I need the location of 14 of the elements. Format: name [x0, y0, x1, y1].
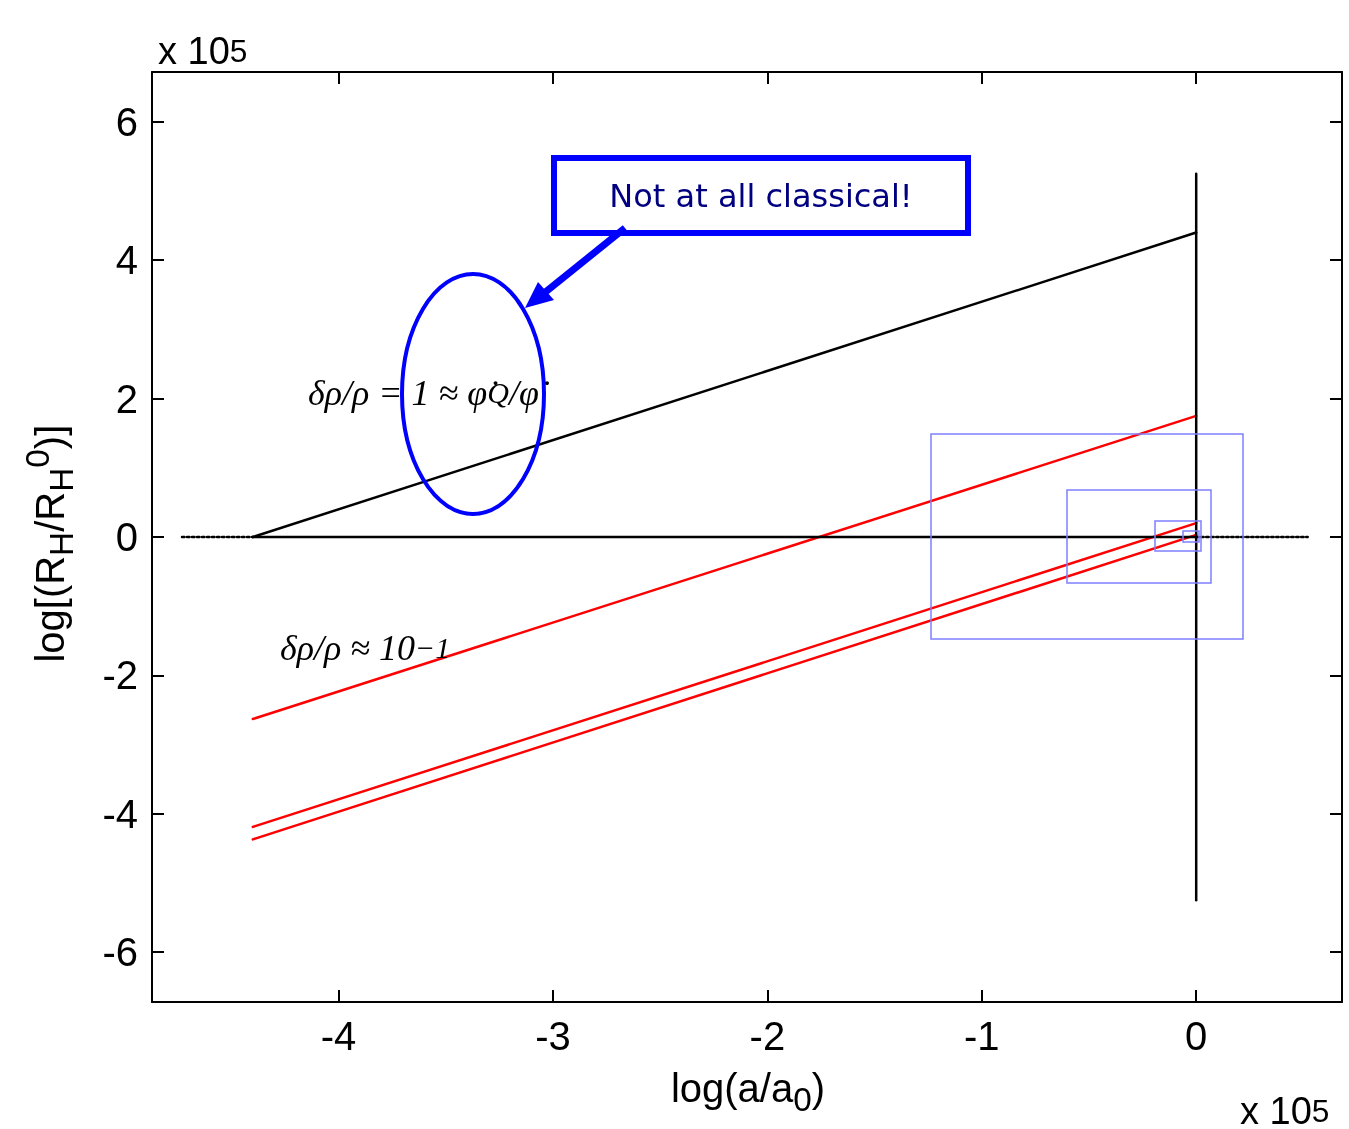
x-tick-label: -4	[320, 1014, 357, 1058]
x-tick-label: 0	[1185, 1014, 1208, 1058]
y-tick-label: -2	[102, 653, 138, 698]
x-tick-label: -1	[963, 1014, 1000, 1058]
y-tick-label: 2	[115, 376, 138, 421]
y-tick-label: -4	[102, 791, 138, 836]
x-tick-label: -3	[535, 1014, 571, 1058]
y-tick-label: 6	[115, 99, 138, 144]
y-tick-label: -6	[102, 930, 138, 975]
x-tick-label: -2	[749, 1014, 786, 1058]
y-tick-label: 0	[115, 515, 138, 559]
annotation: Not at all classical!	[551, 155, 971, 236]
y-tick-label: 4	[115, 238, 138, 283]
x-axis-title: log(a/a$_{0}$)	[669, 1066, 827, 1119]
